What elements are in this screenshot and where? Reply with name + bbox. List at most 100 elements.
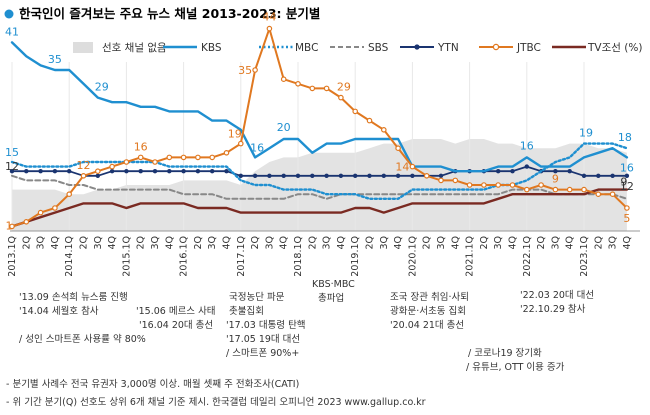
point-jtbc xyxy=(352,108,359,115)
x-tick-label: 2Q xyxy=(422,236,433,250)
point-ytn xyxy=(109,169,115,174)
point-jtbc xyxy=(209,154,216,161)
point-jtbc xyxy=(366,117,373,124)
point-ytn xyxy=(338,173,344,178)
point-ytn xyxy=(410,173,415,178)
series-line-sbs xyxy=(11,174,628,200)
data-labels: 41 35 29 16 20 16 16 15 19 18 12 12 1 12 16 19 35 44 29 14 9… xyxy=(5,11,634,233)
point-jtbc xyxy=(523,186,530,193)
data-label-kbs: 16 xyxy=(250,141,264,154)
x-axis-ticks: 2013.1Q 2Q 3Q 4Q 2014.1Q 2Q 3Q 4Q 2015.1Q 2Q 3Q 4Q 2… xyxy=(7,236,633,277)
point-jtbc xyxy=(223,150,230,156)
series-area-no-preference xyxy=(12,139,627,231)
point-jtbc xyxy=(137,154,144,161)
data-label-jtbc: 35 xyxy=(238,64,252,77)
annotation: / 스마트폰 90%+ xyxy=(226,348,299,359)
x-tick-label: 3Q xyxy=(550,236,561,250)
x-tick-label: 3Q xyxy=(150,236,161,250)
x-tick-label: 4Q xyxy=(50,236,61,250)
point-ytn xyxy=(95,173,101,178)
legend-label-jtbc: JTBC xyxy=(516,42,541,54)
x-tick-label: 2023.1Q xyxy=(579,236,590,277)
point-ytn xyxy=(252,173,258,178)
point-ytn xyxy=(124,169,129,174)
footnotes: - 분기별 사례수 전국 유권자 3,000명 이상. 매월 셋째 주 전화조사… xyxy=(6,378,426,408)
point-ytn xyxy=(195,169,201,174)
point-ytn xyxy=(238,173,243,178)
point-jtbc xyxy=(9,223,15,230)
data-label-kbs: 29 xyxy=(95,81,109,94)
x-tick-label: 4Q xyxy=(336,236,347,250)
title-dot-icon xyxy=(4,9,14,19)
point-ytn xyxy=(367,173,372,178)
annotation: 촛불집회 xyxy=(229,305,264,317)
point-jtbc xyxy=(423,173,430,179)
point-jtbc xyxy=(238,140,244,147)
point-jtbc xyxy=(595,191,602,198)
data-label-kbs: 20 xyxy=(277,121,291,134)
point-jtbc xyxy=(280,76,287,83)
x-tick-label: 2018.1Q xyxy=(293,236,304,277)
x-tick-label: 3Q xyxy=(436,236,447,250)
point-jtbc xyxy=(609,191,616,198)
data-label-jtbc: 1 xyxy=(6,219,13,232)
data-label-kbs: 16 xyxy=(620,161,634,174)
point-jtbc xyxy=(438,177,444,184)
legend-label-none: 선호 채널 없음 xyxy=(102,41,167,54)
data-label-jtbc: 44 xyxy=(262,11,276,24)
point-jtbc xyxy=(538,182,544,188)
x-tick-label: 2019.1Q xyxy=(350,236,361,277)
legend-label-sbs: SBS xyxy=(368,42,389,54)
x-tick-label: 2Q xyxy=(136,236,147,250)
x-tick-label: 3Q xyxy=(264,236,275,250)
point-jtbc xyxy=(495,182,502,188)
point-ytn xyxy=(596,173,601,178)
footnote: - 위 기간 분기(Q) 선호도 상위 6개 채널 기준 제시. 한국갤럽 데일… xyxy=(6,396,426,408)
point-jtbc xyxy=(80,173,87,179)
point-jtbc xyxy=(309,85,316,92)
point-ytn xyxy=(281,173,286,178)
point-jtbc xyxy=(195,154,201,161)
data-label-jtbc: 29 xyxy=(337,81,351,94)
data-label-mbc: 15 xyxy=(5,146,19,159)
x-tick-label: 3Q xyxy=(36,236,47,250)
point-ytn xyxy=(567,169,572,174)
x-tick-label: 2Q xyxy=(536,236,547,250)
data-label-mbc: 19 xyxy=(579,127,593,140)
series-line-ytn xyxy=(11,165,628,177)
point-jtbc xyxy=(180,154,187,161)
x-tick-label: 4Q xyxy=(279,236,290,250)
annotation: 조국 장관 취임·사퇴 xyxy=(390,291,469,303)
annotation: '17.05 19대 대선 xyxy=(226,334,300,345)
x-tick-label: 3Q xyxy=(322,236,333,250)
point-jtbc xyxy=(109,163,115,170)
x-tick-label: 2016.1Q xyxy=(179,236,190,277)
point-jtbc xyxy=(581,186,587,193)
point-ytn xyxy=(24,169,29,174)
point-jtbc xyxy=(66,191,73,198)
legend-label-mbc: MBC xyxy=(295,42,318,54)
data-label-jtbc: 16 xyxy=(134,140,148,153)
x-tick-label: 2022.1Q xyxy=(522,236,533,277)
x-tick-label: 4Q xyxy=(450,236,461,250)
point-jtbc xyxy=(166,154,173,161)
legend-swatch-none xyxy=(73,42,93,53)
point-ytn xyxy=(138,169,143,174)
annotation: '14.04 세월호 참사 xyxy=(19,305,99,317)
data-label-tvchosun: 9 xyxy=(620,176,627,189)
point-ytn xyxy=(581,173,587,178)
annotation: / 성인 스마트폰 사용률 약 80% xyxy=(19,333,146,345)
point-jtbc xyxy=(566,186,573,193)
legend-label-kbs: KBS xyxy=(201,42,222,54)
data-label-kbs: 16 xyxy=(520,139,534,152)
x-tick-label: 2Q xyxy=(193,236,204,250)
annotation: '17.03 대통령 탄핵 xyxy=(226,319,306,331)
x-tick-label: 3Q xyxy=(379,236,390,250)
x-tick-label: 2Q xyxy=(250,236,261,250)
point-jtbc xyxy=(395,145,401,152)
point-jtbc xyxy=(409,163,416,170)
series-line-kbs xyxy=(10,41,629,173)
annotation: 국정농단 파문 xyxy=(229,292,285,303)
point-jtbc xyxy=(266,25,273,32)
point-ytn xyxy=(496,169,501,174)
